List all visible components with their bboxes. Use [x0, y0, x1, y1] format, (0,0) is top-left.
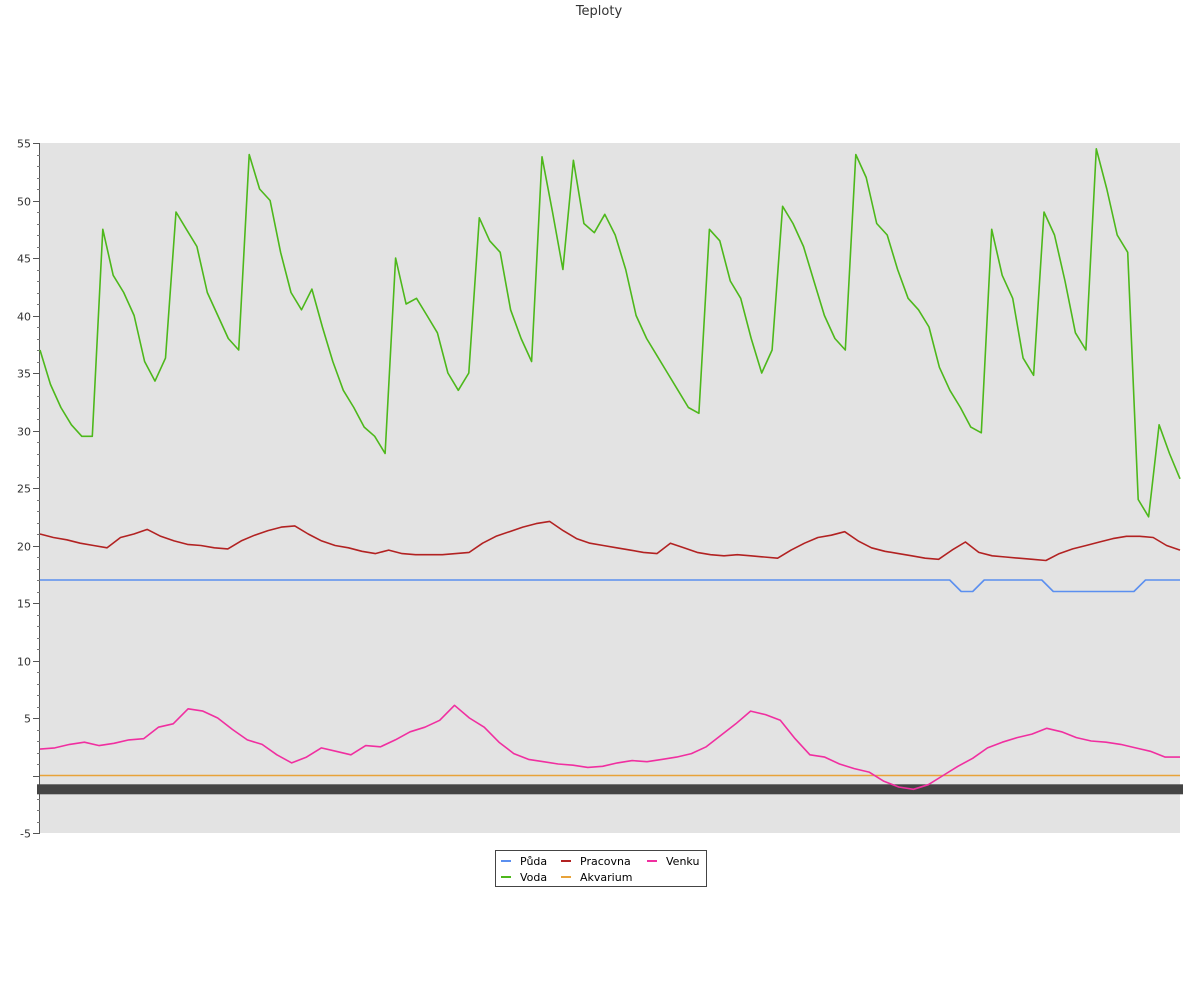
plot-background	[40, 143, 1180, 833]
chart-title: Teploty	[575, 4, 623, 19]
y-tick-label: 50	[17, 196, 31, 209]
legend-label: Akvarium	[580, 871, 632, 884]
y-tick-label: 5	[24, 713, 31, 726]
legend-box	[495, 850, 707, 887]
series-line-venku	[39, 704, 1180, 791]
x-axis-tick-labels	[37, 784, 1183, 795]
legend: Půda Voda Pracovna Akvarium Venku	[495, 850, 707, 887]
y-tick-label: 40	[17, 311, 31, 324]
legend-label: Půda	[520, 855, 547, 868]
y-tick-label: 45	[17, 253, 31, 266]
y-tick-label: 20	[17, 541, 31, 554]
plot-area: -5 5 10 15 20 25 30 35 40 45 50 55	[17, 138, 1183, 841]
legend-label: Pracovna	[580, 855, 631, 868]
legend-label: Venku	[666, 855, 699, 868]
series-line-půda	[40, 579, 1180, 593]
y-tick-label: 10	[17, 656, 31, 669]
y-tick-label: 35	[17, 368, 31, 381]
y-tick-label: 15	[17, 598, 31, 611]
y-tick-label: 55	[17, 138, 31, 151]
y-tick-label: 30	[17, 426, 31, 439]
y-tick-label: -5	[20, 828, 31, 841]
y-tick-label: 25	[17, 483, 31, 496]
legend-label: Voda	[520, 871, 547, 884]
series-line-pracovna	[39, 520, 1181, 562]
series-line-voda	[39, 148, 1181, 518]
